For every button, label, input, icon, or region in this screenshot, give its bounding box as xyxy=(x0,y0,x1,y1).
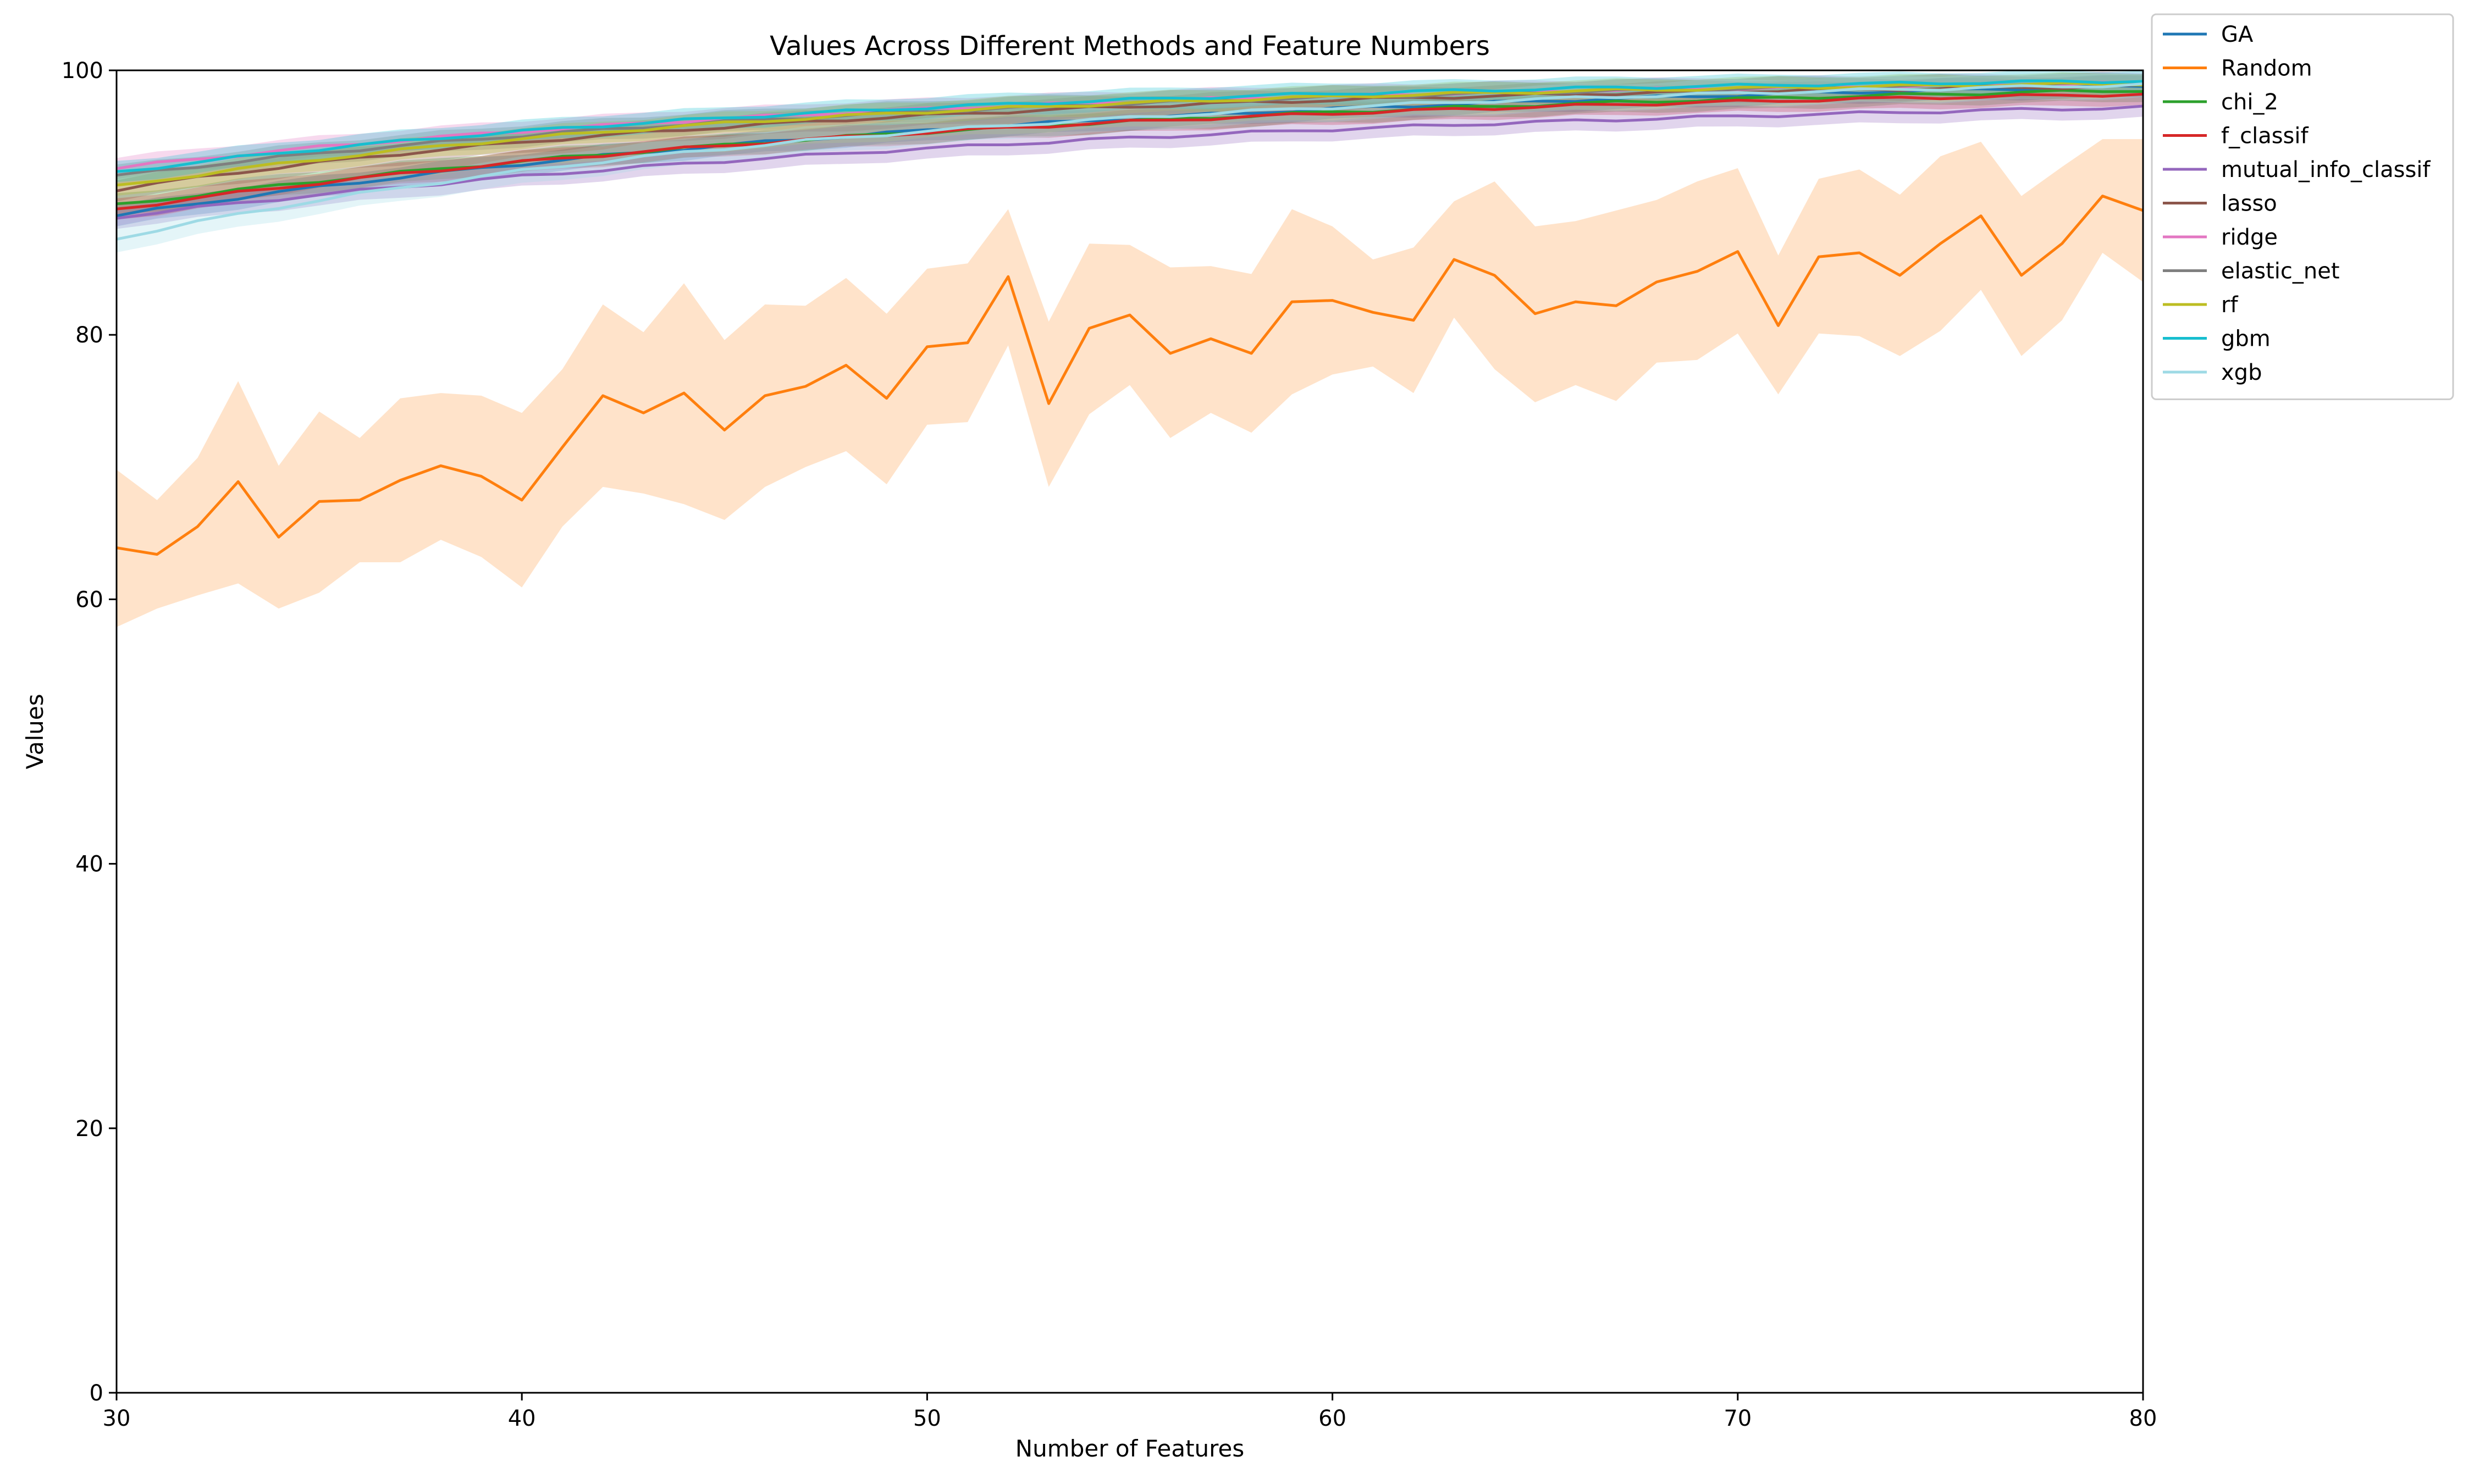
x-tick-label-30: 30 xyxy=(103,1406,131,1431)
x-tick-label-80: 80 xyxy=(2129,1406,2157,1431)
x-axis: 30 40 50 60 70 80 xyxy=(103,1393,2157,1431)
y-tick-label-20: 20 xyxy=(75,1116,103,1142)
chart-title: Values Across Different Methods and Feat… xyxy=(770,31,1490,62)
legend-label-gbm: gbm xyxy=(2221,326,2271,352)
series-line-xgb xyxy=(116,82,2144,241)
series-lines xyxy=(116,79,2144,556)
legend: GA Random chi_2 f_classif mutual_info_classi… xyxy=(2151,13,2454,400)
y-axis-label: Values xyxy=(21,694,48,769)
legend-label-xgb: xgb xyxy=(2221,360,2262,385)
band-mutual-info-classif xyxy=(117,95,2143,229)
y-tick-label-100: 100 xyxy=(62,58,103,84)
y-tick-label-0: 0 xyxy=(90,1381,103,1406)
band-random xyxy=(117,139,2143,627)
series-line-f-classif xyxy=(116,92,2144,211)
series-line-lasso xyxy=(116,83,2144,192)
y-tick-label-80: 80 xyxy=(75,323,103,348)
series-line-mutual-info-classif xyxy=(116,104,2144,220)
band-ridge xyxy=(117,71,2143,179)
legend-label-ga: GA xyxy=(2221,22,2254,47)
legend-label-f-classif: f_classif xyxy=(2221,124,2309,149)
x-tick-label-40: 40 xyxy=(508,1406,536,1431)
legend-label-elastic-net: elastic_net xyxy=(2221,259,2340,284)
x-axis-label: Number of Features xyxy=(1015,1435,1245,1462)
series-line-rf xyxy=(116,81,2144,187)
legend-label-ridge: ridge xyxy=(2221,225,2278,250)
plot-frame xyxy=(115,69,2144,1394)
y-tick-label-60: 60 xyxy=(75,587,103,612)
x-tick-label-60: 60 xyxy=(1318,1406,1346,1431)
series-line-gbm xyxy=(116,79,2144,173)
legend-label-chi-2: chi_2 xyxy=(2221,90,2278,115)
x-tick-label-70: 70 xyxy=(1724,1406,1752,1431)
y-axis: 0 20 40 60 80 100 xyxy=(62,58,117,1406)
series-line-random xyxy=(116,195,2144,556)
legend-label-mutual-info-classif: mutual_info_classif xyxy=(2221,157,2431,182)
legend-label-rf: rf xyxy=(2221,292,2238,318)
legend-label-lasso: lasso xyxy=(2221,191,2277,217)
x-tick-label-50: 50 xyxy=(913,1406,941,1431)
legend-box xyxy=(2151,13,2454,400)
legend-label-random: Random xyxy=(2221,56,2312,81)
y-tick-label-40: 40 xyxy=(75,852,103,877)
band-f-classif xyxy=(117,84,2143,220)
